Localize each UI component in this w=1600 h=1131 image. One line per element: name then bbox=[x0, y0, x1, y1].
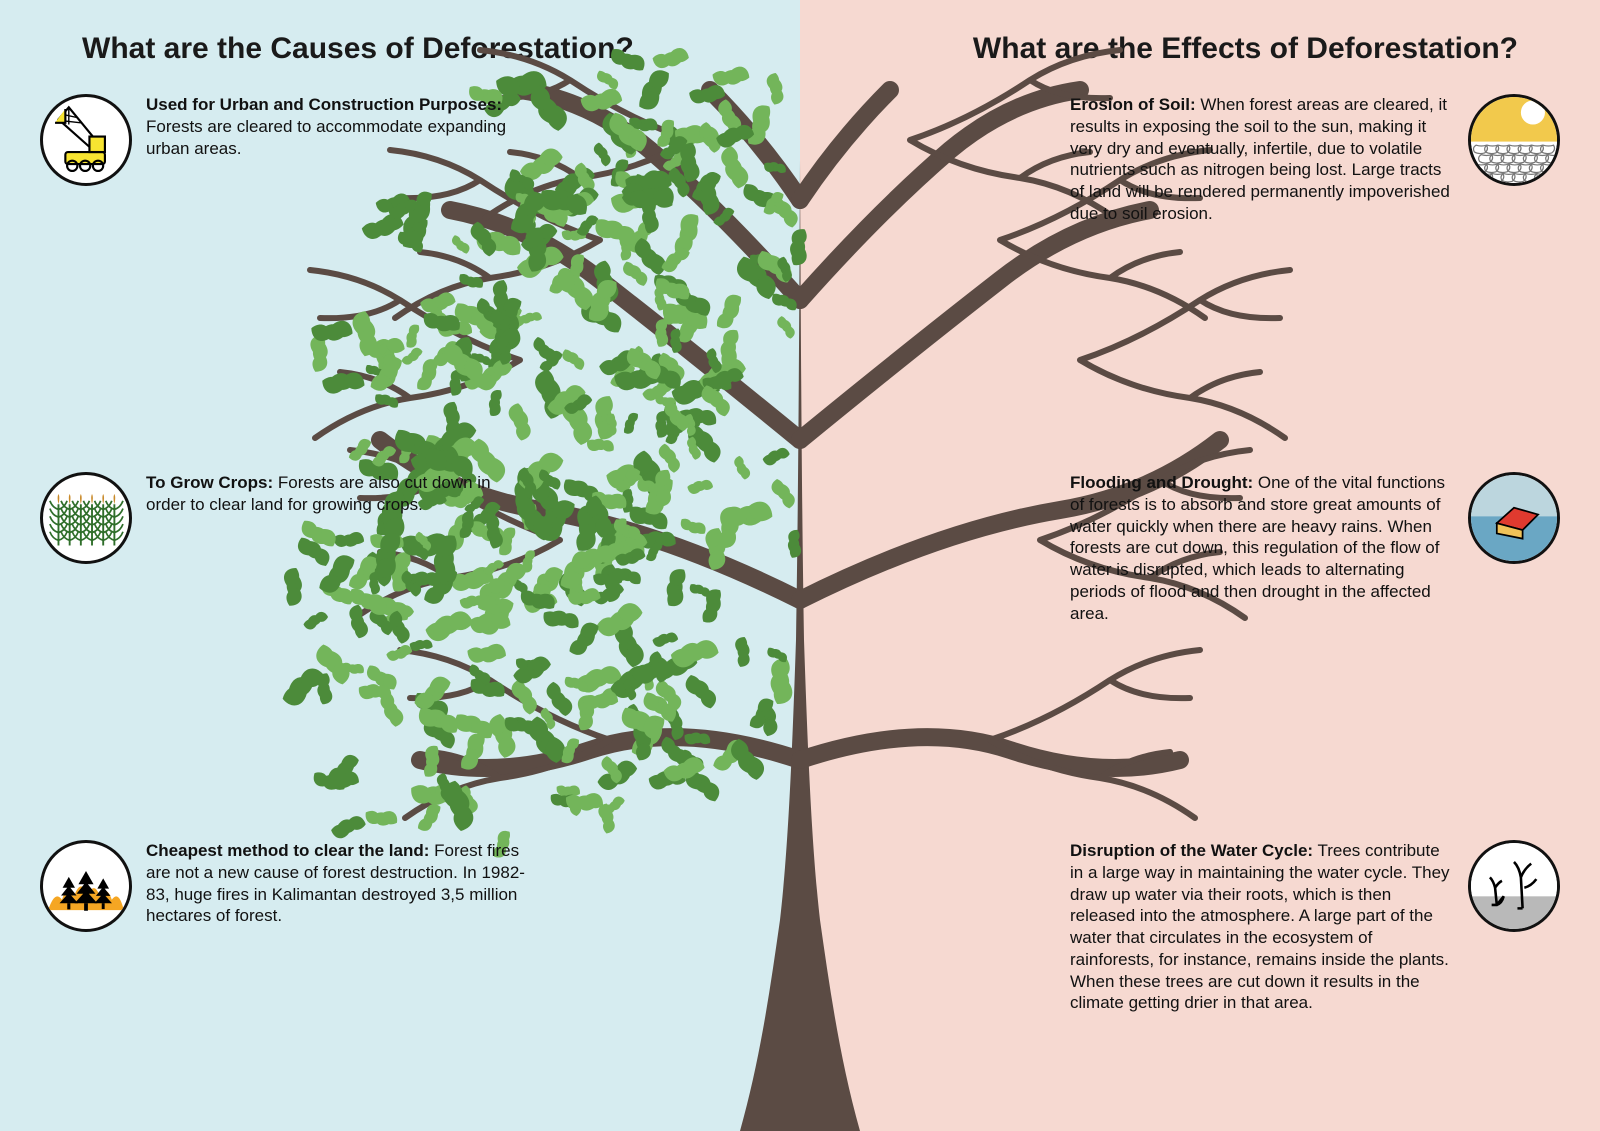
cause-text-fire: Cheapest method to clear the land: Fores… bbox=[146, 840, 530, 927]
right-header: What are the Effects of Deforestation? bbox=[973, 32, 1518, 66]
flood-icon bbox=[1468, 472, 1560, 564]
item-title: To Grow Crops: bbox=[146, 473, 273, 492]
item-title: Erosion of Soil: bbox=[1070, 95, 1196, 114]
fire-icon bbox=[40, 840, 132, 932]
cause-item-fire: Cheapest method to clear the land: Fores… bbox=[40, 840, 530, 932]
item-title: Cheapest method to clear the land: bbox=[146, 841, 429, 860]
infographic-page: What are the Causes of Deforestation? Wh… bbox=[0, 0, 1600, 1131]
item-body: When forest areas are cleared, it result… bbox=[1070, 95, 1450, 223]
effect-text-watercycle: Disruption of the Water Cycle: Trees con… bbox=[1070, 840, 1454, 1014]
cause-text-crops: To Grow Crops: Forests are also cut down… bbox=[146, 472, 530, 516]
item-title: Used for Urban and Construction Purposes… bbox=[146, 95, 502, 114]
cause-text-urban: Used for Urban and Construction Purposes… bbox=[146, 94, 530, 159]
cause-item-urban: Used for Urban and Construction Purposes… bbox=[40, 94, 530, 186]
dry-tree-icon bbox=[1468, 840, 1560, 932]
item-title: Disruption of the Water Cycle: bbox=[1070, 841, 1313, 860]
effect-item-watercycle: Disruption of the Water Cycle: Trees con… bbox=[1070, 840, 1560, 1014]
cause-item-crops: To Grow Crops: Forests are also cut down… bbox=[40, 472, 530, 564]
left-header: What are the Causes of Deforestation? bbox=[82, 32, 634, 66]
item-body: Trees contribute in a large way in maint… bbox=[1070, 841, 1450, 1012]
effect-text-erosion: Erosion of Soil: When forest areas are c… bbox=[1070, 94, 1454, 225]
effect-item-erosion: Erosion of Soil: When forest areas are c… bbox=[1070, 94, 1560, 225]
crane-icon bbox=[40, 94, 132, 186]
effect-item-flood: Flooding and Drought: One of the vital f… bbox=[1070, 472, 1560, 624]
item-title: Flooding and Drought: bbox=[1070, 473, 1253, 492]
erosion-icon bbox=[1468, 94, 1560, 186]
effect-text-flood: Flooding and Drought: One of the vital f… bbox=[1070, 472, 1454, 624]
item-body: One of the vital functions of forests is… bbox=[1070, 473, 1445, 623]
item-body: Forests are cleared to accommodate expan… bbox=[146, 117, 506, 158]
crops-icon bbox=[40, 472, 132, 564]
